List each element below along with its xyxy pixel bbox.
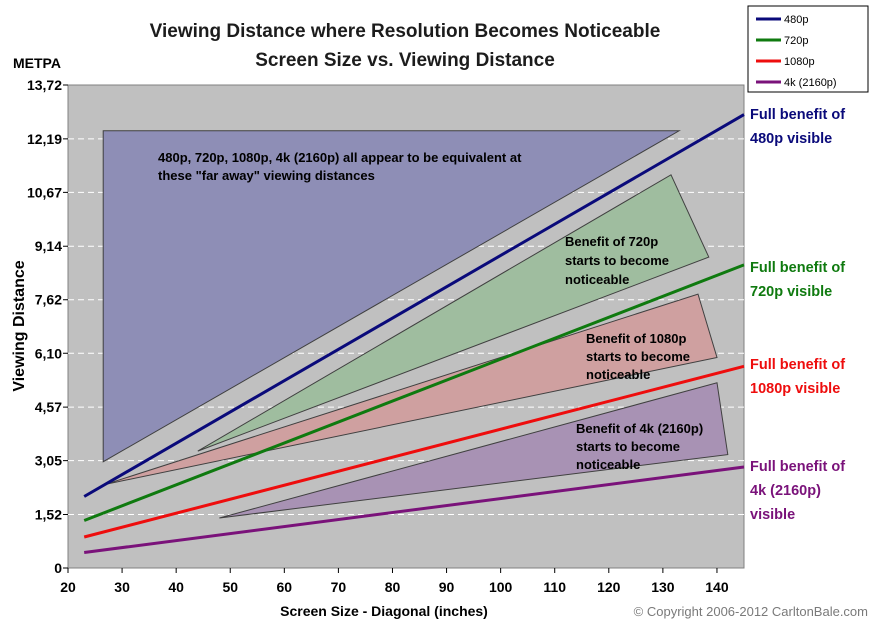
benefit-region-1 (197, 174, 710, 452)
y-tick-label: 4,57 (35, 399, 62, 415)
y-tick-labels: 0 1,52 3,05 4,57 6,10 7,62 9,14 10,67 12,19 13,72 (27, 77, 68, 576)
right-labels: Full benefit of 480p visible Full benefit … (750, 107, 845, 523)
series-lines (83, 113, 745, 554)
series-line-1080p (83, 364, 745, 539)
full-benefit-label: visible (750, 507, 795, 523)
x-tick-label: 50 (222, 579, 238, 595)
full-benefit-label: Full benefit of (750, 107, 845, 123)
annotation-text: Benefit of 720p (565, 234, 658, 249)
legend-entry: 480p (784, 14, 808, 26)
legend: 480p 720p 1080p 4k (2160p) (756, 14, 837, 89)
x-tick-label: 60 (277, 579, 293, 595)
legend-entry: 720p (784, 35, 808, 47)
annotation-text: noticeable (576, 457, 640, 472)
annotation-text: these "far away" viewing distances (158, 168, 375, 183)
y-tick-label: 9,14 (35, 238, 62, 254)
full-benefit-label: Full benefit of (750, 260, 845, 276)
annotation-text: starts to become (576, 439, 680, 454)
full-benefit-label: 720p visible (750, 284, 832, 300)
full-benefit-label: Full benefit of (750, 459, 845, 475)
x-axis-label: Screen Size - Diagonal (inches) (280, 603, 488, 619)
annotation-text: 480p, 720p, 1080p, 4k (2160p) all appear… (158, 150, 522, 165)
x-tick-label: 110 (543, 579, 566, 595)
y-tick-label: 10,67 (27, 184, 62, 200)
annotation-text: starts to become (586, 349, 690, 364)
x-tick-label: 100 (489, 579, 513, 595)
benefit-region-3 (219, 382, 729, 519)
x-tick-label: 140 (705, 579, 729, 595)
x-tick-label: 20 (60, 579, 76, 595)
x-tick-label: 80 (385, 579, 401, 595)
x-tick-label: 40 (168, 579, 184, 595)
annotations: 480p, 720p, 1080p, 4k (2160p) all appear… (158, 150, 703, 472)
legend-entry: 1080p (784, 56, 815, 68)
series-line-4k-2160p- (84, 465, 745, 554)
y-unit-label: METPA (13, 55, 61, 71)
benefit-regions (102, 130, 729, 519)
x-tick-label: 120 (597, 579, 621, 595)
chart-subtitle: Screen Size vs. Viewing Distance (255, 50, 555, 71)
full-benefit-label: 1080p visible (750, 381, 840, 397)
x-tick-labels: 20 30 40 50 60 70 80 90 100 110 120 130 140 (60, 568, 729, 595)
full-benefit-label: 480p visible (750, 131, 832, 147)
annotation-text: Benefit of 1080p (586, 331, 686, 346)
x-tick-label: 130 (651, 579, 675, 595)
annotation-text: starts to become (565, 253, 669, 268)
full-benefit-label: 4k (2160p) (750, 483, 821, 499)
y-axis-label: Viewing Distance (11, 260, 28, 391)
x-tick-label: 30 (114, 579, 130, 595)
annotation-text: Benefit of 4k (2160p) (576, 421, 703, 436)
y-tick-label: 0 (54, 560, 62, 576)
full-benefit-label: Full benefit of (750, 357, 845, 373)
benefit-region-2 (105, 293, 718, 485)
y-tick-label: 13,72 (27, 77, 62, 93)
annotation-text: noticeable (565, 272, 629, 287)
benefit-region-0 (102, 130, 681, 463)
copyright-text: © Copyright 2006-2012 CarltonBale.com (634, 604, 868, 619)
y-tick-label: 7,62 (35, 292, 62, 308)
y-tick-label: 12,19 (27, 131, 62, 147)
chart-title: Viewing Distance where Resolution Become… (150, 21, 661, 42)
series-line-480p (83, 113, 745, 498)
x-tick-label: 70 (331, 579, 347, 595)
y-tick-label: 6,10 (35, 345, 62, 361)
x-tick-label: 90 (439, 579, 455, 595)
y-tick-label: 3,05 (35, 453, 62, 469)
annotation-text: noticeable (586, 367, 650, 382)
series-line-720p (83, 263, 745, 522)
legend-entry: 4k (2160p) (784, 77, 837, 89)
y-tick-label: 1,52 (35, 506, 62, 522)
